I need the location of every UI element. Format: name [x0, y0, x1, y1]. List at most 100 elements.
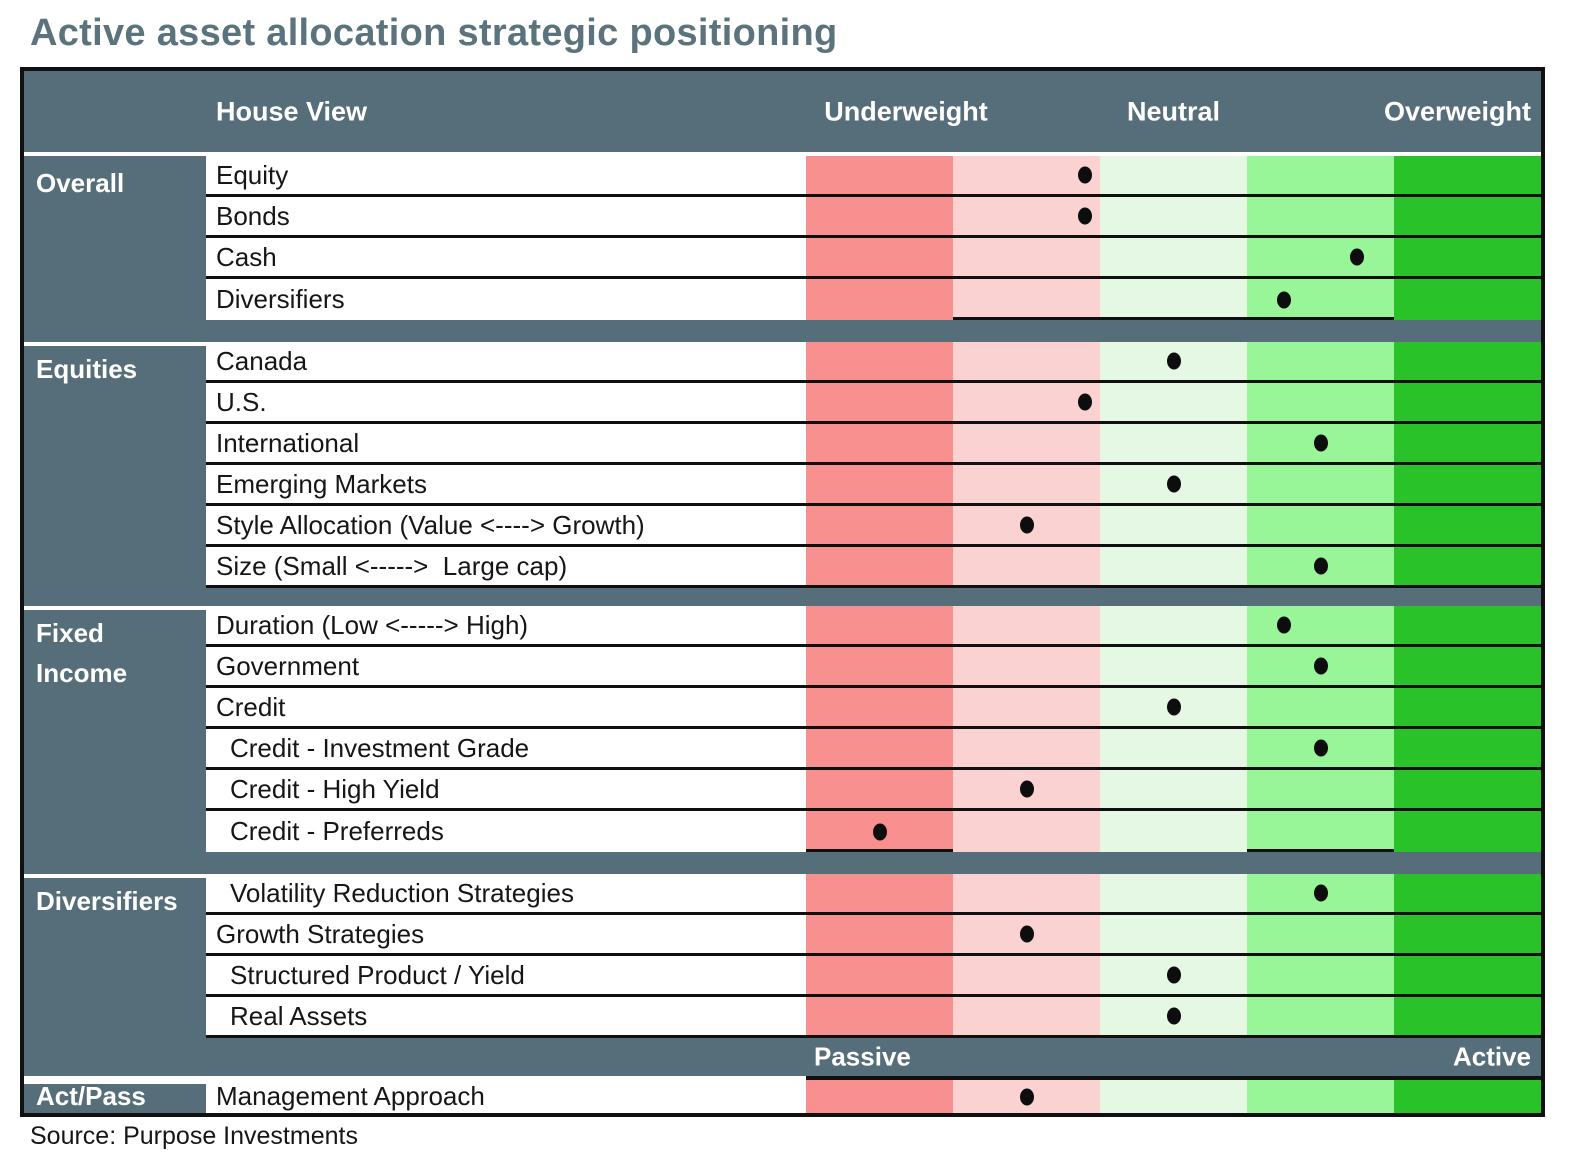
- strong-underweight-band: [806, 465, 953, 503]
- neutral-band: [1100, 197, 1247, 235]
- slight-overweight-band: [1247, 238, 1394, 276]
- band-strip: [806, 606, 1541, 644]
- strong-overweight-band: [1394, 506, 1541, 544]
- asset-label: Credit - Investment Grade: [230, 732, 530, 763]
- slight-underweight-band: [953, 729, 1100, 767]
- slight-underweight-band: [953, 383, 1100, 421]
- group-name: Equities: [36, 354, 138, 384]
- strong-underweight-band: [806, 197, 953, 235]
- strong-underweight-band: [806, 688, 953, 726]
- position-dot: [1019, 925, 1034, 943]
- asset-row: Equity: [206, 156, 1541, 197]
- group-equities: Equities Canada U.S. International Emerging …: [24, 342, 1541, 606]
- strong-underweight-band: [806, 279, 953, 320]
- group-diversifiers: Diversifiers Volatility Reduction Strateg…: [24, 874, 1541, 1038]
- band-strip: [806, 956, 1541, 994]
- neutral-band: [1100, 874, 1247, 912]
- neutral-band: [1100, 770, 1247, 808]
- strong-underweight-band: [806, 729, 953, 767]
- slight-overweight-band: [1247, 342, 1394, 380]
- asset-row: Emerging Markets: [206, 465, 1541, 506]
- asset-row: Volatility Reduction Strategies: [206, 874, 1541, 915]
- actpass-separator-band-border: [806, 1076, 1541, 1080]
- table-header: House View Underweight Neutral Overweigh…: [24, 71, 1541, 152]
- strong-underweight-band: [806, 547, 953, 585]
- neutral-band: [1100, 424, 1247, 462]
- asset-row: Growth Strategies: [206, 915, 1541, 956]
- bottom-mark: [953, 317, 1394, 320]
- strong-underweight-band: [806, 1080, 953, 1113]
- slight-overweight-band: [1247, 688, 1394, 726]
- asset-row: Cash: [206, 238, 1541, 279]
- group-label-block: Fixed Income: [24, 606, 206, 874]
- band-strip: [806, 506, 1541, 544]
- header-underweight: Underweight: [824, 96, 988, 126]
- slight-underweight-band: [953, 811, 1100, 852]
- slight-underweight-band: [953, 956, 1100, 994]
- strong-overweight-band: [1394, 342, 1541, 380]
- strong-overweight-band: [1394, 279, 1541, 320]
- slight-overweight-band: [1247, 997, 1394, 1035]
- slight-underweight-band: [953, 156, 1100, 194]
- bottom-mark: [806, 849, 953, 852]
- neutral-band: [1100, 915, 1247, 953]
- asset-row: Duration (Low <-----> High): [206, 606, 1541, 647]
- header-separator: [24, 152, 1541, 156]
- group-act-pass: Act/Pass Management Approach: [24, 1080, 1541, 1113]
- slight-underweight-band: [953, 279, 1100, 320]
- strong-underweight-band: [806, 342, 953, 380]
- slight-overweight-band: [1247, 956, 1394, 994]
- asset-label: Management Approach: [216, 1081, 485, 1111]
- neutral-band: [1100, 606, 1247, 644]
- strong-underweight-band: [806, 424, 953, 462]
- asset-row: Structured Product / Yield: [206, 956, 1541, 997]
- asset-row: Management Approach: [206, 1080, 1541, 1113]
- position-dot: [1078, 393, 1093, 411]
- slight-overweight-band: [1247, 770, 1394, 808]
- band-strip: [806, 279, 1541, 320]
- slight-underweight-band: [953, 197, 1100, 235]
- strong-overweight-band: [1394, 156, 1541, 194]
- strong-overweight-band: [1394, 688, 1541, 726]
- asset-label: Style Allocation (Value <----> Growth): [216, 509, 645, 540]
- strong-overweight-band: [1394, 729, 1541, 767]
- slight-underweight-band: [953, 465, 1100, 503]
- slight-underweight-band: [953, 688, 1100, 726]
- strong-underweight-band: [806, 156, 953, 194]
- position-dot: [1276, 616, 1291, 634]
- band-strip: [806, 811, 1541, 852]
- slight-overweight-band: [1247, 465, 1394, 503]
- neutral-band: [1100, 647, 1247, 685]
- actpass-separator: [24, 1076, 1541, 1080]
- slight-overweight-band: [1247, 279, 1394, 320]
- strong-overweight-band: [1394, 238, 1541, 276]
- source-note: Source: Purpose Investments: [30, 1122, 358, 1150]
- neutral-band: [1100, 383, 1247, 421]
- strong-underweight-band: [806, 915, 953, 953]
- position-dot: [1166, 698, 1181, 716]
- asset-label: U.S.: [216, 386, 267, 417]
- strong-underweight-band: [806, 956, 953, 994]
- band-strip: [806, 1080, 1541, 1113]
- band-strip: [806, 238, 1541, 276]
- asset-label: Credit - High Yield: [230, 773, 440, 804]
- strong-overweight-band: [1394, 811, 1541, 852]
- slight-overweight-band: [1247, 811, 1394, 852]
- strong-underweight-band: [806, 770, 953, 808]
- neutral-band: [1100, 1080, 1247, 1113]
- actpass-container: Act/Pass Management Approach: [24, 1080, 1541, 1113]
- position-dot: [1313, 657, 1328, 675]
- group-name: Fixed Income: [36, 618, 128, 688]
- band-strip: [806, 383, 1541, 421]
- strong-overweight-band: [1394, 465, 1541, 503]
- group-top-separator: [24, 874, 206, 878]
- band-strip: [806, 465, 1541, 503]
- header-overweight: Overweight: [1383, 96, 1531, 126]
- group-label-block: Equities: [24, 342, 206, 606]
- bottom-mark: [1247, 849, 1394, 852]
- position-dot: [1019, 516, 1034, 534]
- neutral-band: [1100, 238, 1247, 276]
- position-dot: [1078, 166, 1093, 184]
- asset-label: Bonds: [216, 200, 290, 231]
- strong-overweight-band: [1394, 197, 1541, 235]
